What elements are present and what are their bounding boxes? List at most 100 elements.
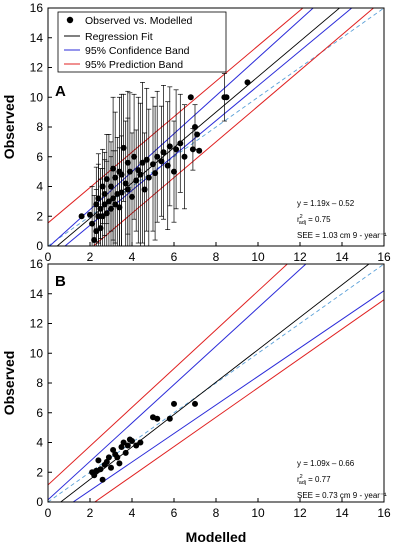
panel-b-data-point <box>110 446 117 453</box>
panel-a-y-tick-label: 10 <box>30 90 44 104</box>
panel-a-data-point <box>116 204 123 211</box>
panel-a-y-tick-label: 16 <box>30 1 44 15</box>
panel-b-data-point <box>91 472 98 479</box>
panel-b-data-point <box>114 454 121 461</box>
panel-a-data-point <box>171 168 177 175</box>
panel-b-data-point <box>154 415 161 422</box>
panel-a-data-point <box>137 171 144 178</box>
panel-a-prediction-band-lower <box>92 8 375 246</box>
panel-a-confidence-band-upper <box>48 8 314 246</box>
panel-a-label: A <box>55 83 66 100</box>
panel-a-data-point <box>108 183 114 190</box>
panel-a-data-point <box>126 168 133 175</box>
panel-a-data-point <box>122 180 129 187</box>
panel-b-data-point <box>192 400 198 407</box>
panel-a-data-point <box>133 177 140 184</box>
panel-b-prediction-band-lower <box>93 299 384 502</box>
panel-a-x-tick-label: 12 <box>293 250 307 264</box>
panel-a-data-point <box>118 189 125 196</box>
panel-a-data-point <box>93 201 100 208</box>
panel-a-data-point <box>196 147 203 154</box>
panel-b-x-tick-label: 12 <box>293 506 307 520</box>
panel-b-data-point <box>166 415 173 422</box>
panel-a-r2-sup: 2 <box>300 214 303 220</box>
panel-a-data-point <box>101 190 108 197</box>
panel-b-data-point <box>103 458 110 465</box>
panel-b-r2-value: = 0.77 <box>308 475 331 484</box>
panel-b-x-tick-label: 14 <box>335 506 349 520</box>
panel-a-axes: 0 2 4 6 8 10 12 14 16 0 2 4 6 8 10 12 14 16 <box>30 1 391 264</box>
panel-a-data-point <box>152 170 159 177</box>
panel-a-data-point <box>166 143 173 150</box>
panel-a-data-point <box>135 167 142 174</box>
panel-a-r2: r2 adj = 0.75 <box>297 214 331 226</box>
panel-a-r2-base: r <box>297 215 300 224</box>
panel-a-data-point <box>187 94 194 101</box>
panel-b-x-tick-label: 0 <box>45 506 52 520</box>
panel-a-data-point <box>164 162 171 169</box>
panel-b-y-tick-label: 10 <box>30 346 44 360</box>
panel-b-x-tick-label: 6 <box>171 506 178 520</box>
panel-a-data-point <box>150 161 156 168</box>
panel-a-x-tick-label: 8 <box>213 250 220 264</box>
panel-a-x-tick-label: 16 <box>377 250 391 264</box>
panel-a-data-point <box>118 171 125 178</box>
panel-a-data-point <box>173 146 180 153</box>
legend-marker-observed <box>66 16 74 24</box>
panel-b-data-point <box>120 439 127 446</box>
panel-a-stats: y = 1.19x – 0.52 r2 adj = 0.75 SEE = 1.03 … <box>297 199 387 240</box>
panel-b-data-point <box>116 460 123 467</box>
panel-b-y-tick-label: 12 <box>30 317 44 331</box>
panel-a-data-point <box>139 159 146 166</box>
panel-a-data-point <box>108 205 114 212</box>
panel-b-prediction-band-upper <box>48 264 289 486</box>
panel-a-data-point <box>110 195 117 202</box>
panel-a-data-point <box>223 94 230 101</box>
panel-b-y-tick-label: 16 <box>30 257 44 271</box>
panel-b-one-to-one-line <box>48 264 384 502</box>
panel-a-prediction-band-upper <box>48 8 304 224</box>
panel-a-data-point <box>103 176 110 183</box>
panel-b-plot-area <box>48 264 384 502</box>
panel-a-y-tick-label: 8 <box>36 120 43 134</box>
panel-a-data-point <box>91 237 98 244</box>
panel-a-data-point <box>99 213 106 220</box>
panel-b: 0 2 4 6 8 10 12 14 16 0 2 4 6 8 10 12 14 16 B Observed Mo… <box>1 257 391 545</box>
panel-b-r2: r2 adj = 0.77 <box>297 474 331 486</box>
panel-a-data-point <box>95 213 102 220</box>
panel-b-y-tick-label: 2 <box>36 465 43 479</box>
panel-a-data-point <box>154 153 161 160</box>
panel-a-r2-value: = 0.75 <box>308 215 331 224</box>
panel-b-stats: y = 1.09x – 0.66 r2 adj = 0.77 SEE = 0.73 … <box>297 459 387 500</box>
panel-b-confidence-band-upper <box>48 264 307 501</box>
panel-b-regression-line <box>59 264 370 502</box>
panel-b-y-tick-label: 4 <box>36 436 43 450</box>
panel-a-r2-sub: adj <box>299 220 306 226</box>
panel-b-y-axis-label: Observed <box>1 351 17 416</box>
panel-b-x-tick-label: 8 <box>213 506 220 520</box>
panel-a-data-point <box>124 186 131 193</box>
panel-a-data-point <box>143 156 150 163</box>
panel-b-data-point <box>171 400 177 407</box>
panel-a-data-point <box>101 201 108 208</box>
panel-a-data-point <box>103 210 110 217</box>
panel-a-legend: Observed vs. Modelled Regression Fit 95%… <box>57 11 227 73</box>
panel-a-y-axis-label: Observed <box>1 95 17 160</box>
panel-b-data-point <box>99 476 106 483</box>
panel-a-plot-area <box>48 8 384 246</box>
panel-b-y-tick-label: 0 <box>36 495 43 509</box>
legend-label-prediction: 95% Prediction Band <box>85 59 183 71</box>
panel-a-data-point <box>192 124 198 130</box>
panel-a: 0 2 4 6 8 10 12 14 16 0 2 4 6 8 10 12 14 16 A Observed Ob… <box>1 1 391 264</box>
panel-a-y-tick-label: 12 <box>30 61 44 75</box>
panel-a-data-point <box>120 144 127 151</box>
panel-a-y-tick-label: 2 <box>36 209 43 223</box>
panel-b-x-tick-label: 16 <box>377 506 391 520</box>
panel-a-data-point <box>244 79 251 86</box>
panel-a-data-point <box>145 174 152 181</box>
panel-b-see: SEE = 0.73 cm 9 - year⁻¹ <box>297 491 387 500</box>
panel-a-data-point <box>99 183 106 190</box>
panel-a-equation: y = 1.19x – 0.52 <box>297 199 355 208</box>
panel-b-y-tick-label: 6 <box>36 406 43 420</box>
panel-a-data-point <box>141 186 148 193</box>
